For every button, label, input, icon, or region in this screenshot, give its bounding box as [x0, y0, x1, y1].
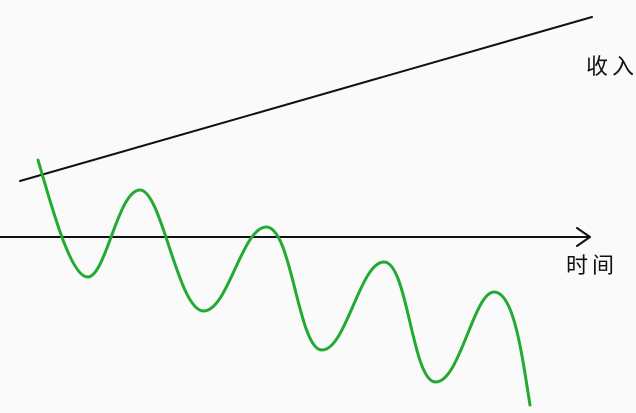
- time-axis-arrowhead: [576, 227, 591, 247]
- declining-wave-line: [36, 158, 532, 407]
- income-label: 收入: [586, 55, 636, 80]
- time-axis-label: 时间: [566, 254, 619, 279]
- income-trend-line: [19, 16, 593, 182]
